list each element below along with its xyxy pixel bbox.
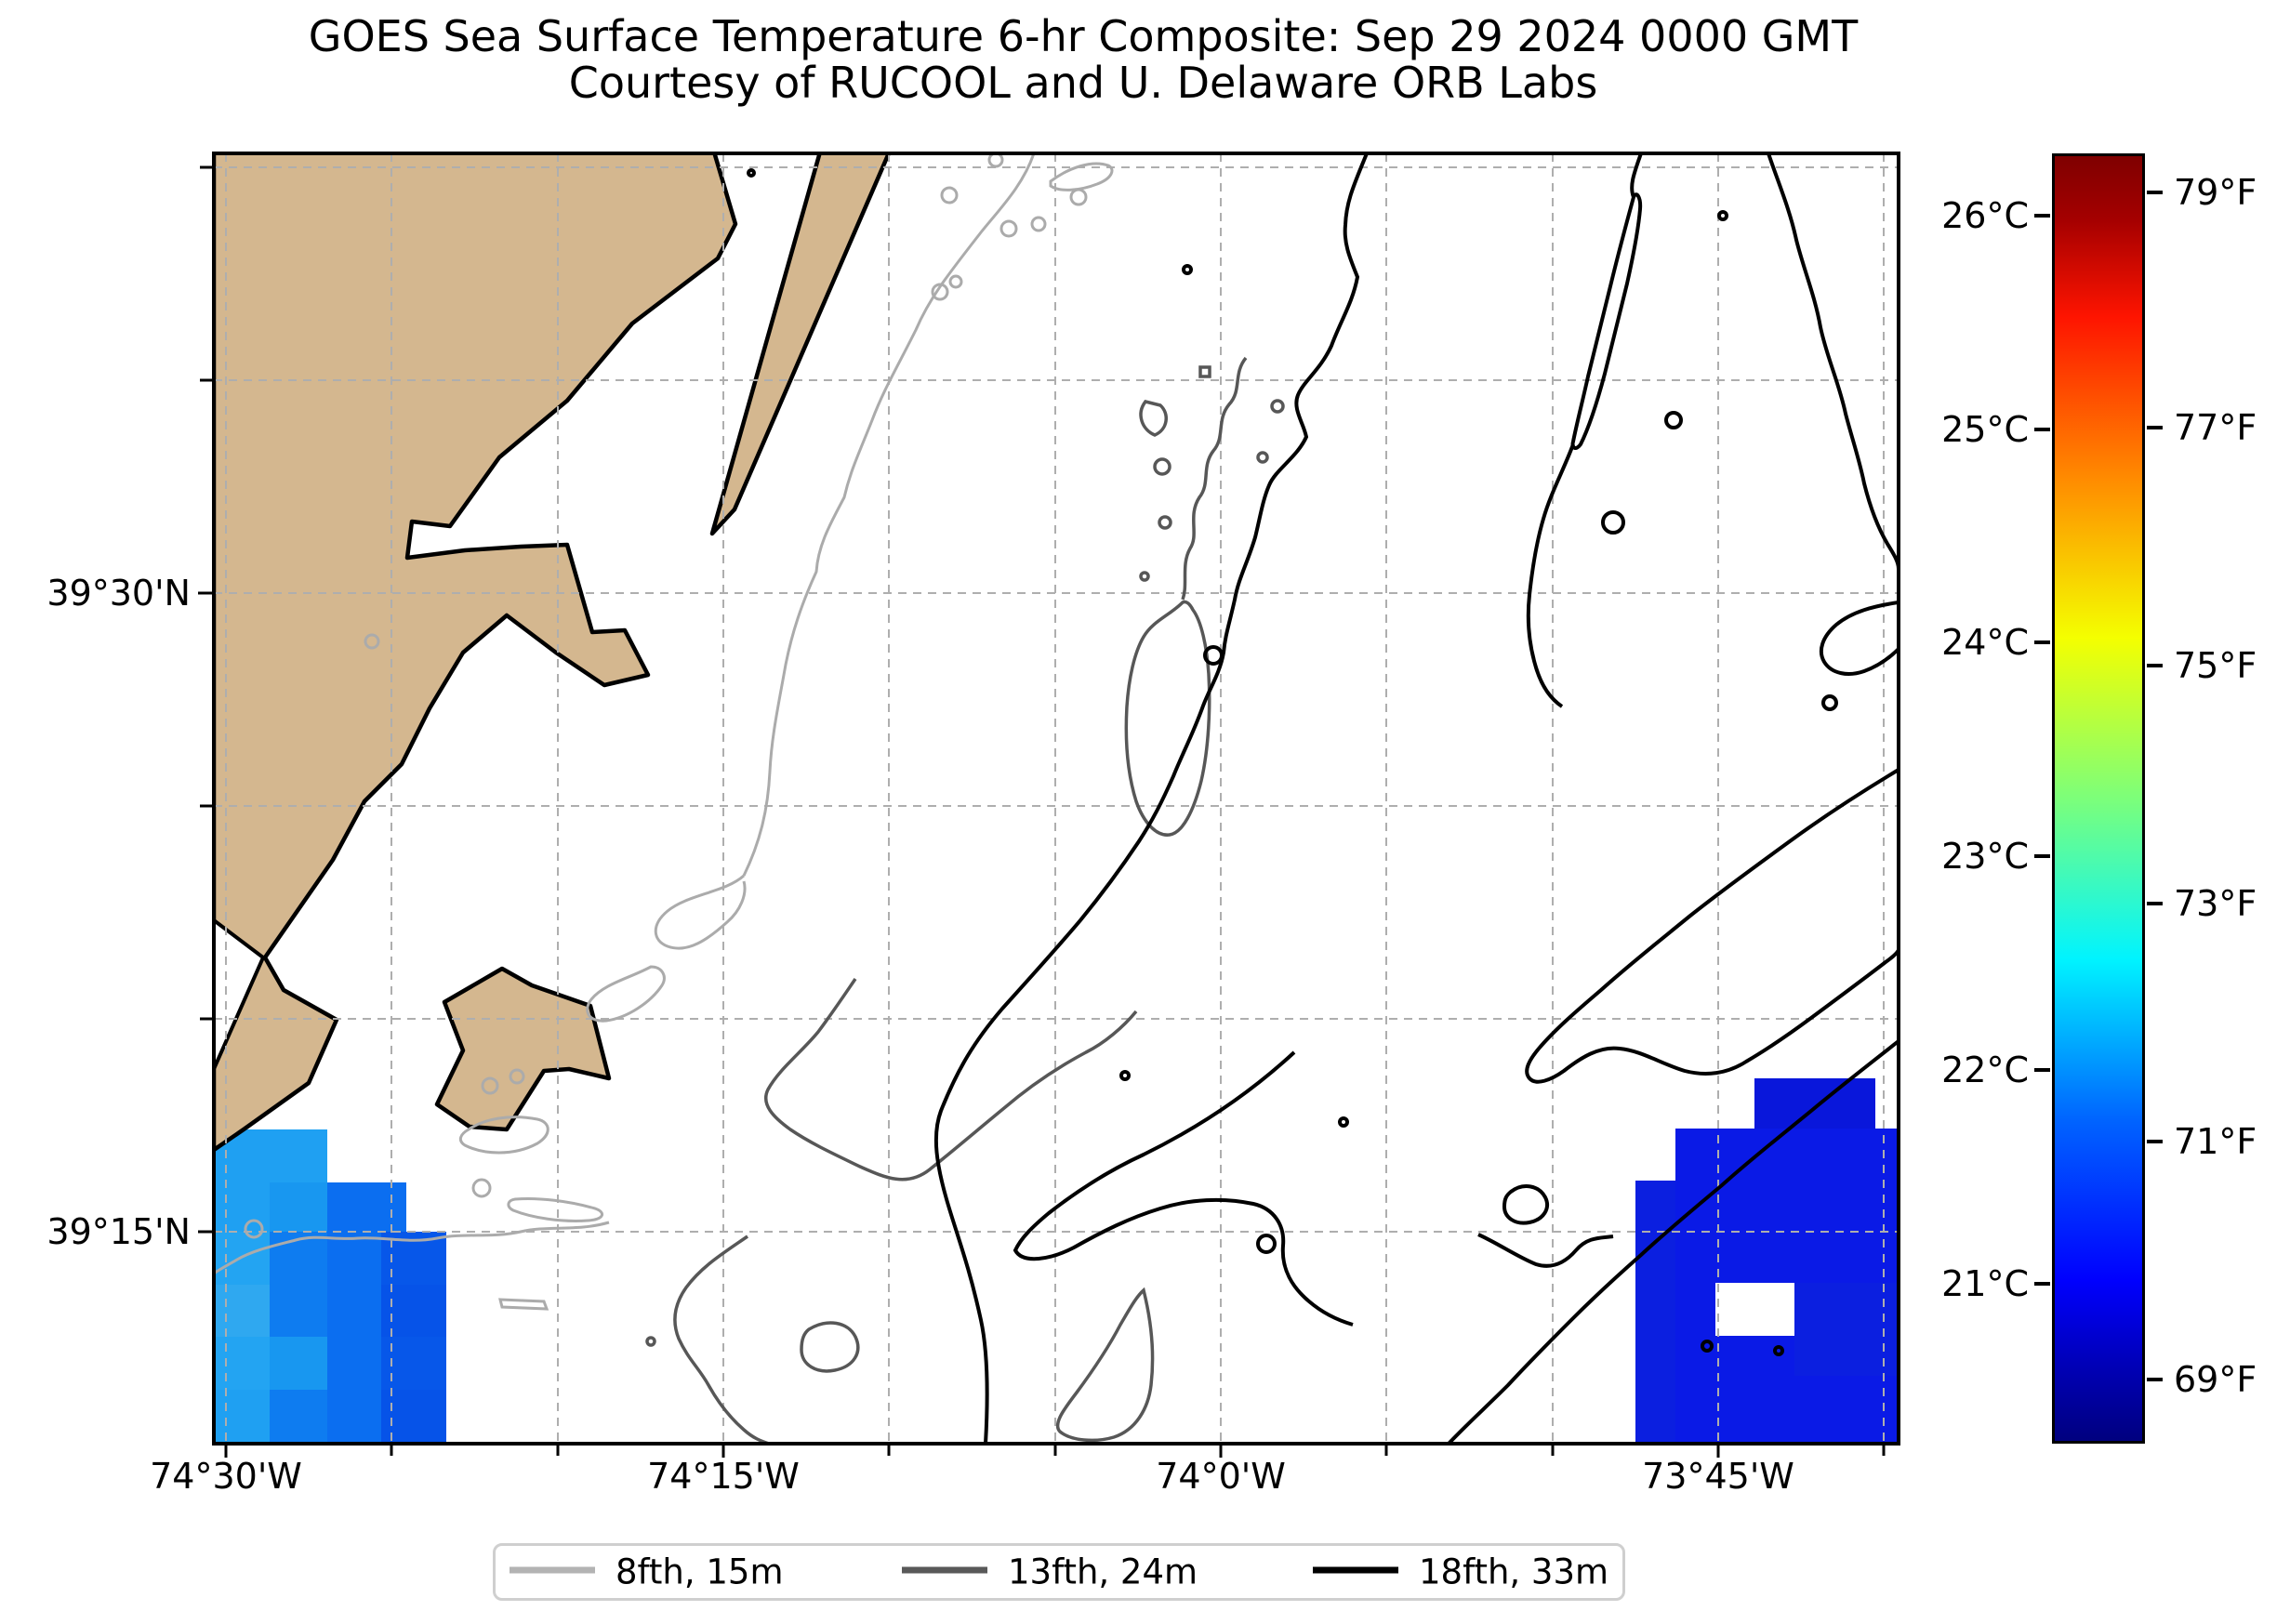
legend-box: [493, 1543, 1625, 1601]
contour-8fth-15m: [214, 153, 1114, 1311]
land-lower-island: [434, 966, 612, 1132]
sst-patch-southeast: [1635, 1078, 1899, 1444]
cb-label-25c: 25°C: [1941, 409, 2029, 450]
y-tick-39-30n: 39°30'N: [46, 573, 191, 614]
cb-label-23c: 23°C: [1941, 836, 2029, 877]
cb-tick-24c: [2034, 640, 2050, 644]
x-tick-74-0w: 74°0'W: [1156, 1456, 1286, 1497]
graticule: [214, 153, 1899, 1444]
cb-tick-23c: [2034, 854, 2050, 858]
cb-tick-22c: [2034, 1068, 2050, 1072]
legend-line-18fth: [1313, 1566, 1398, 1574]
axis-ticks: [198, 165, 1886, 1458]
x-tick-74-15w: 74°15'W: [647, 1456, 800, 1497]
cb-label-26c: 26°C: [1941, 195, 2029, 236]
page-subtitle: Courtesy of RUCOOL and U. Delaware ORB L…: [568, 58, 1598, 108]
land-barrier-spit: [709, 153, 892, 536]
cb-tick-75f: [2147, 664, 2163, 667]
legend-line-13fth: [902, 1566, 987, 1574]
cb-tick-69f: [2147, 1378, 2163, 1381]
land: [214, 153, 892, 1153]
sst-patch-southwest: [214, 1129, 446, 1444]
cb-label-24c: 24°C: [1941, 622, 2029, 663]
y-tick-39-15n: 39°15'N: [46, 1211, 191, 1252]
cb-label-73f: 73°F: [2174, 883, 2257, 924]
cb-label-21c: 21°C: [1941, 1263, 2029, 1304]
colorbar: [2052, 153, 2145, 1444]
cb-tick-79f: [2147, 191, 2163, 194]
cb-tick-71f: [2147, 1140, 2163, 1143]
cb-tick-25c: [2034, 428, 2050, 431]
x-tick-73-45w: 73°45'W: [1642, 1456, 1794, 1497]
x-tick-74-30w: 74°30'W: [150, 1456, 302, 1497]
cb-label-75f: 75°F: [2174, 645, 2257, 686]
land-mainland: [214, 153, 738, 1153]
legend-label-13fth: 13fth, 24m: [1008, 1551, 1198, 1592]
contour-13fth-24m: [645, 356, 1285, 1444]
sst-missing-cell: [1715, 1283, 1794, 1336]
contour-18fth-33m: [747, 153, 1899, 1444]
cb-label-22c: 22°C: [1941, 1050, 2029, 1090]
cb-tick-21c: [2034, 1282, 2050, 1286]
page-title: GOES Sea Surface Temperature 6-hr Compos…: [308, 11, 1859, 61]
legend-label-18fth: 18fth, 33m: [1419, 1551, 1609, 1592]
cb-tick-26c: [2034, 214, 2050, 218]
cb-label-77f: 77°F: [2174, 407, 2257, 448]
legend-label-8fth: 8fth, 15m: [616, 1551, 784, 1592]
cb-label-79f: 79°F: [2174, 172, 2257, 213]
legend-line-8fth: [510, 1566, 595, 1574]
cb-tick-77f: [2147, 426, 2163, 429]
cb-label-71f: 71°F: [2174, 1121, 2257, 1162]
cb-tick-73f: [2147, 902, 2163, 905]
cb-label-69f: 69°F: [2174, 1359, 2257, 1400]
